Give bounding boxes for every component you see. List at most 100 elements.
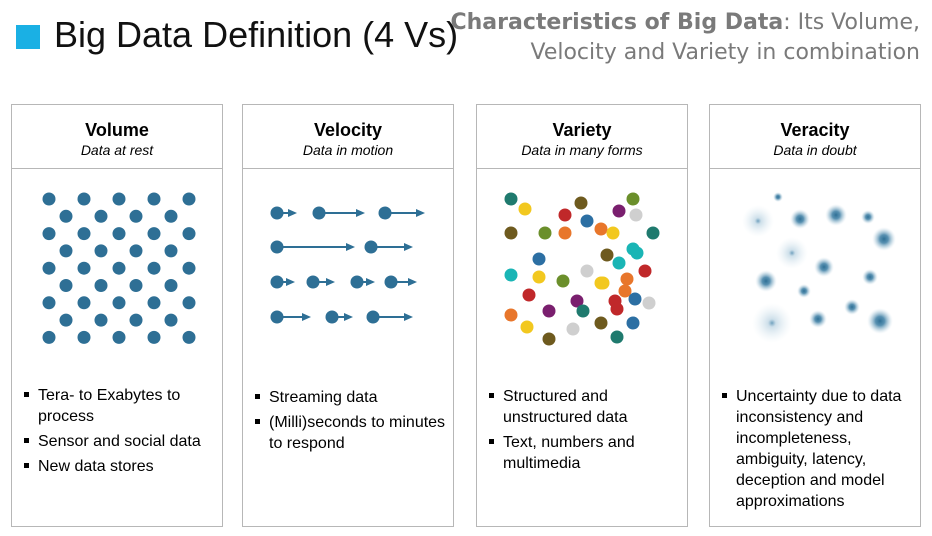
arrow-head-icon [326, 278, 335, 286]
data-dot [574, 196, 588, 210]
data-dot [270, 310, 284, 324]
data-dot [182, 261, 196, 275]
volume-bullets: Tera- to Exabytes to process Sensor and … [22, 385, 216, 481]
arrow-head-icon [356, 209, 365, 217]
data-dot [164, 244, 178, 258]
arrow-head-icon [344, 313, 353, 321]
data-dot [182, 227, 196, 241]
uncertain-dot [814, 257, 834, 277]
title-bullet-square [16, 25, 40, 49]
data-dot [606, 226, 620, 240]
data-dot [594, 222, 608, 236]
data-dot [112, 192, 126, 206]
page-title: Big Data Definition (4 Vs) [54, 14, 459, 55]
arrow-head-icon [416, 209, 425, 217]
uncertain-dot [844, 299, 860, 315]
uncertain-dot [755, 270, 777, 292]
uncertain-dot [862, 269, 878, 285]
data-dot [59, 244, 73, 258]
data-dot [270, 206, 284, 220]
data-dot [558, 208, 572, 222]
panel-volume: Volume Data at rest Tera- to Exabytes to… [11, 104, 223, 527]
data-dot [59, 279, 73, 292]
data-dot [129, 313, 143, 327]
uncertain-dot [825, 204, 847, 226]
subtitle-line2: Velocity and Variety in combination [530, 40, 920, 65]
data-dot [164, 313, 178, 327]
panel-name: Variety [552, 120, 612, 140]
data-dot [270, 275, 284, 289]
data-dot [112, 330, 126, 344]
data-dot [542, 304, 556, 318]
arrow-head-icon [404, 243, 413, 251]
data-dot [77, 227, 91, 241]
data-dot [522, 288, 536, 302]
data-dot [112, 227, 126, 241]
panel-header: Velocity Data in motion [243, 105, 453, 169]
velocity-arrows-illustration [270, 206, 425, 324]
data-dot [270, 240, 284, 254]
data-dot [504, 308, 518, 322]
uncertain-dot [773, 192, 783, 202]
data-dot [626, 192, 640, 206]
data-dot [594, 316, 608, 330]
bullet-item: Uncertainty due to data inconsistency an… [720, 386, 914, 512]
data-dot [42, 296, 56, 310]
data-dot [182, 330, 196, 344]
data-dot [638, 264, 652, 278]
veracity-blur-illustration [742, 192, 896, 343]
bullet-item: Text, numbers and multimedia [487, 432, 681, 474]
bullet-item: Streaming data [253, 387, 447, 408]
volume-dots-illustration [42, 192, 196, 344]
data-dot [570, 294, 584, 308]
panel-veracity: Veracity Data in doubt Uncertainty due t… [709, 104, 921, 527]
data-dot [364, 240, 378, 254]
arrow-head-icon [408, 278, 417, 286]
panel-name: Velocity [313, 120, 383, 140]
data-dot [600, 248, 614, 262]
data-dot [566, 322, 580, 336]
data-dot [182, 296, 196, 310]
data-dot [610, 330, 624, 344]
data-dot [612, 256, 626, 270]
arrow-head-icon [302, 313, 311, 321]
page-subtitle: Characteristics of Big Data: Its Volume,… [451, 8, 921, 68]
panel-header: Veracity Data in doubt [710, 105, 920, 169]
data-dot [42, 227, 56, 241]
data-dot [629, 208, 643, 222]
data-dot [94, 279, 108, 292]
data-dot [626, 316, 640, 330]
uncertain-dot [872, 227, 896, 251]
data-dot [94, 209, 108, 223]
data-dot [112, 261, 126, 275]
data-dot [59, 313, 73, 327]
data-dot [306, 275, 320, 289]
arrow-head-icon [346, 243, 355, 251]
data-dot [542, 332, 556, 346]
data-dot [77, 330, 91, 344]
data-dot [594, 276, 608, 290]
uncertain-dot [809, 310, 827, 328]
data-dot [312, 206, 326, 220]
panel-description: Data at rest [80, 142, 154, 158]
subtitle-bold: Characteristics of Big Data [450, 10, 784, 35]
data-dot [147, 261, 161, 275]
data-dot [504, 192, 518, 206]
uncertain-dot [790, 209, 810, 229]
data-dot [384, 275, 398, 289]
data-dot [580, 264, 594, 278]
subtitle-rest: : Its Volume, [783, 10, 920, 35]
data-dot [147, 192, 161, 206]
bullet-item: Tera- to Exabytes to process [22, 385, 216, 427]
bullet-item: (Milli)seconds to minutes to respond [253, 412, 447, 454]
bullet-item: New data stores [22, 456, 216, 477]
data-dot [325, 310, 339, 324]
data-dot [504, 268, 518, 282]
panel-header: Variety Data in many forms [477, 105, 687, 169]
data-dot [59, 209, 73, 223]
data-dot [147, 296, 161, 310]
velocity-bullets: Streaming data (Milli)seconds to minutes… [253, 387, 447, 458]
data-dot [182, 192, 196, 206]
panel-name: Veracity [780, 120, 850, 140]
data-dot [630, 246, 644, 260]
